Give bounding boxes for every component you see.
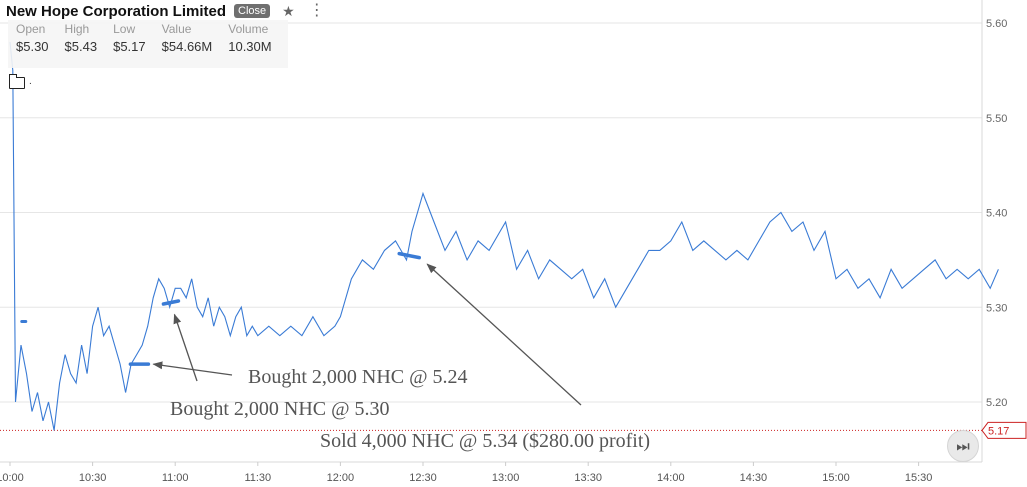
y-tick-label: 5.60 xyxy=(986,18,1007,30)
stat-label: Low xyxy=(113,22,136,36)
chart-header: New Hope Corporation Limited Close ★ ⋮ xyxy=(6,0,325,22)
trade-marker-buy-2 xyxy=(161,299,181,306)
x-tick-label: 14:00 xyxy=(657,472,685,482)
reference-price-tag xyxy=(981,421,1027,439)
y-tick-label: 5.40 xyxy=(986,208,1007,220)
y-tick-label: 5.20 xyxy=(986,397,1007,409)
close-button[interactable]: Close xyxy=(234,4,271,18)
stat-label: High xyxy=(64,22,90,36)
stat-value-traded: Value $54.66M xyxy=(154,20,221,68)
stat-label: Value xyxy=(161,22,192,36)
annotation-arrow-buy-2 xyxy=(173,313,198,382)
annotation-text-buy-2: Bought 2,000 NHC @ 5.30 xyxy=(170,398,390,420)
fast-forward-icon: ⏭ xyxy=(956,437,970,455)
trade-markers xyxy=(20,251,421,366)
annotation-arrow-sell xyxy=(426,263,582,406)
more-options-icon[interactable]: ⋮ xyxy=(308,2,325,19)
stat-value: $5.30 xyxy=(16,39,49,54)
x-tick-label: 10:00 xyxy=(0,472,24,482)
stat-open: Open $5.30 xyxy=(8,20,57,68)
x-tick-label: 12:30 xyxy=(409,472,437,482)
chart-title: New Hope Corporation Limited xyxy=(6,2,227,20)
star-icon[interactable]: ★ xyxy=(282,2,295,19)
folder-icon[interactable] xyxy=(8,74,25,89)
fast-forward-button[interactable]: ⏭ xyxy=(947,430,979,462)
stat-value: $54.66M xyxy=(161,39,213,54)
quote-stats-panel: Open $5.30 High $5.43 Low $5.17 Value $5… xyxy=(8,20,288,68)
x-tick-label: 10:30 xyxy=(79,472,107,482)
x-tick-label: 15:30 xyxy=(905,472,933,482)
stat-label: Open xyxy=(16,22,46,36)
x-tick-label: 11:30 xyxy=(244,472,271,482)
stat-high: High $5.43 xyxy=(57,20,106,68)
stat-low: Low $5.17 xyxy=(105,20,154,68)
x-tick-label: 13:30 xyxy=(574,472,602,482)
stat-value: $5.17 xyxy=(113,39,146,54)
stat-value: 10.30M xyxy=(228,39,272,54)
price-line-layer xyxy=(9,41,999,431)
annotations: Bought 2,000 NHC @ 5.24 Bought 2,000 NHC … xyxy=(152,263,650,452)
stat-value: $5.43 xyxy=(64,39,98,54)
x-tick-label: 12:00 xyxy=(327,472,355,482)
trade-marker-sell xyxy=(397,251,421,260)
annotation-text-sell: Sold 4,000 NHC @ 5.34 ($280.00 profit) xyxy=(320,430,650,452)
x-tick-label: 15:00 xyxy=(822,472,850,482)
x-tick-label: 13:00 xyxy=(492,472,520,482)
price-line xyxy=(9,41,999,431)
reference-price-label: 5.17 xyxy=(988,425,1009,437)
y-tick-label: 5.50 xyxy=(986,113,1007,125)
stat-label: Volume xyxy=(228,22,269,36)
grid-lines xyxy=(0,22,982,431)
x-tick-label: 11:00 xyxy=(162,472,189,482)
x-tick-label: 14:30 xyxy=(740,472,768,482)
folder-label: . xyxy=(29,76,32,87)
annotation-text-buy-1: Bought 2,000 NHC @ 5.24 xyxy=(248,366,468,388)
stat-volume: Volume 10.30M xyxy=(220,20,279,68)
y-tick-label: 5.30 xyxy=(986,302,1007,314)
